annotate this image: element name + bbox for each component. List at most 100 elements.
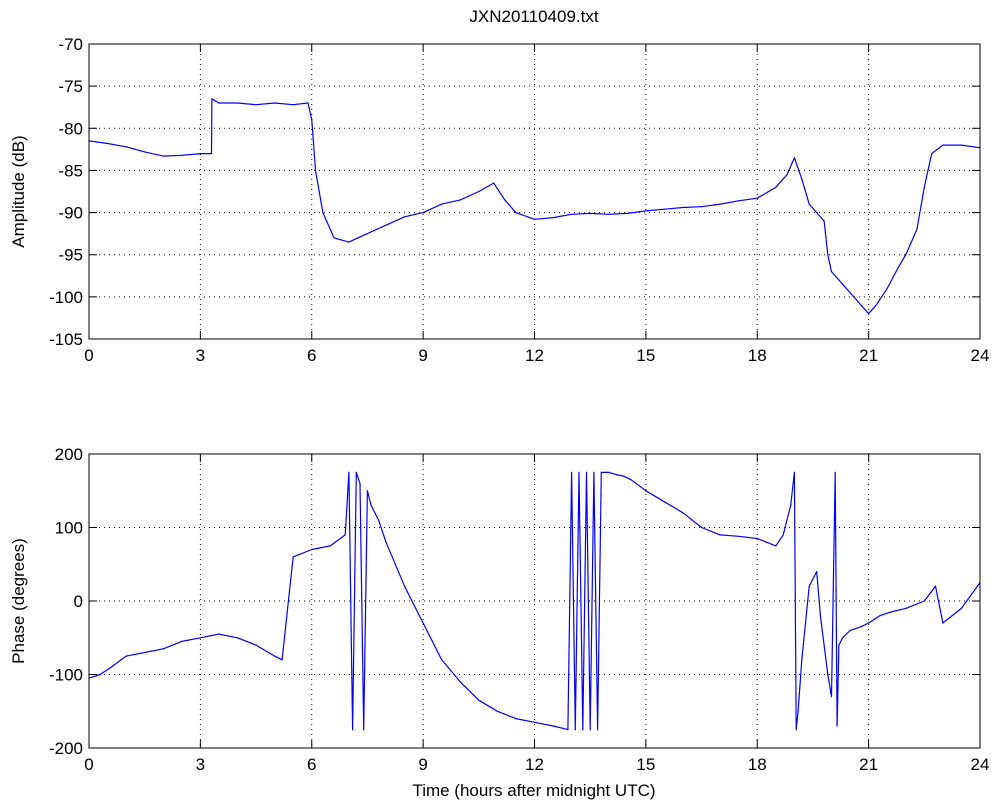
phase-data-point (567, 729, 569, 731)
amplitude-data-point (942, 144, 944, 146)
amplitude-data-point (905, 254, 907, 256)
amplitude-data-point (823, 220, 825, 222)
phase-data-point (868, 622, 870, 624)
phase-data-point (801, 659, 803, 661)
phase-data-point (593, 471, 595, 473)
amplitude-data-point (816, 212, 818, 214)
phase-data-point (533, 721, 536, 723)
phase-x-tick-label: 21 (859, 755, 878, 774)
amplitude-data-point (608, 213, 610, 215)
amplitude-data-point (211, 98, 213, 100)
amplitude-data-point (663, 208, 666, 210)
chart-title: JXN20110409.txt (469, 7, 598, 26)
phase-data-point (819, 615, 822, 617)
amplitude-x-tick-label: 0 (84, 346, 93, 365)
amplitude-y-tick-label: -85 (58, 161, 83, 180)
amplitude-data-point (255, 104, 257, 106)
amplitude-data-point (626, 212, 628, 214)
phase-data-point (574, 729, 576, 731)
phase-data-point (756, 537, 758, 540)
phase-data-point (623, 475, 625, 477)
amplitude-data-point (459, 199, 461, 201)
phase-grid (89, 454, 980, 748)
phase-data-point (311, 548, 313, 551)
phase-data-point (441, 659, 443, 661)
phase-x-tick-label: 18 (748, 755, 767, 774)
amplitude-y-tick-label: -70 (58, 35, 83, 54)
phase-data-point (582, 729, 584, 731)
amplitude-data-point (960, 144, 963, 146)
amplitude-data-point (199, 153, 201, 155)
amplitude-y-tick-label: -80 (58, 119, 83, 138)
phase-data-point (934, 585, 937, 587)
amplitude-x-tick-labels: 0 3 6 9 12 15 18 21 24 (84, 346, 989, 365)
amplitude-data-point (738, 200, 740, 202)
amplitude-data-point (144, 151, 146, 153)
amplitude-data-point (314, 169, 317, 171)
phase-data-point (99, 673, 101, 676)
phase-data-point (719, 534, 721, 536)
phase-data-point (385, 541, 387, 543)
amplitude-ticks (88, 43, 981, 340)
amplitude-panel: 0 3 6 9 12 15 18 21 24 -70 -75 -80 -85 -90 -95 -100 -10… (9, 35, 989, 365)
phase-x-tick-label: 15 (636, 755, 655, 774)
phase-data-point (255, 644, 257, 646)
phase-x-tick-labels: 0 3 6 9 12 15 18 21 24 (84, 755, 989, 774)
amplitude-data-point (793, 157, 796, 159)
phase-data-point (571, 471, 573, 473)
amplitude-x-tick-label: 24 (971, 346, 990, 365)
phase-data-point (459, 681, 461, 683)
phase-data-point (834, 471, 836, 473)
phase-y-tick-label: -100 (49, 666, 83, 685)
phase-data-point (905, 607, 907, 610)
amplitude-data-point (322, 212, 324, 214)
phase-data-point (181, 640, 183, 643)
amplitude-y-tick-label: -105 (49, 330, 83, 349)
amplitude-data-point (515, 212, 517, 214)
amplitude-x-tick-label: 15 (636, 346, 655, 365)
phase-y-axis-label: Phase (degrees) (9, 538, 28, 664)
amplitude-data-point (571, 213, 573, 215)
amplitude-data-point (864, 308, 866, 311)
phase-data-point (615, 474, 617, 476)
phase-data-point (287, 607, 289, 610)
amplitude-x-tick-label: 6 (307, 346, 316, 365)
amplitude-y-tick-label: -75 (58, 77, 83, 96)
amplitude-data-point (830, 271, 833, 273)
phase-data-point (352, 729, 354, 731)
phase-x-tick-label: 12 (525, 755, 544, 774)
amplitude-x-tick-label: 18 (748, 346, 767, 365)
phase-data-point (890, 611, 892, 613)
amplitude-data-point (775, 186, 777, 188)
phase-data-point (281, 659, 283, 661)
amplitude-data-point (533, 218, 536, 220)
phase-data-point (404, 585, 406, 587)
phase-data-point (144, 651, 146, 654)
phase-data-point (836, 725, 838, 727)
amplitude-y-tick-label: -90 (58, 204, 83, 223)
amplitude-data-point (385, 224, 387, 226)
amplitude-data-point (923, 186, 925, 188)
amplitude-data-point (931, 153, 933, 155)
amplitude-x-tick-label: 9 (418, 346, 427, 365)
phase-y-tick-label: 100 (55, 519, 83, 538)
phase-data-point (830, 695, 833, 698)
phase-data-point (960, 607, 963, 610)
amplitude-data-point (589, 212, 591, 214)
amplitude-x-tick-label: 3 (196, 346, 205, 365)
phase-series-line (88, 471, 981, 731)
amplitude-data-point (801, 178, 803, 180)
amplitude-data-point (916, 228, 918, 230)
phase-data-point (738, 535, 740, 537)
amplitude-data-point (422, 212, 424, 214)
phase-x-tick-label: 0 (84, 755, 93, 774)
amplitude-data-point (307, 102, 309, 104)
phase-y-tick-label: 200 (55, 445, 83, 464)
phase-data-point (236, 637, 239, 639)
phase-data-point (879, 615, 881, 617)
amplitude-data-point (701, 206, 703, 208)
amplitude-data-point (875, 304, 877, 306)
amplitude-data-point (218, 102, 220, 104)
phase-data-point (782, 534, 784, 536)
phase-data-point (630, 479, 632, 481)
